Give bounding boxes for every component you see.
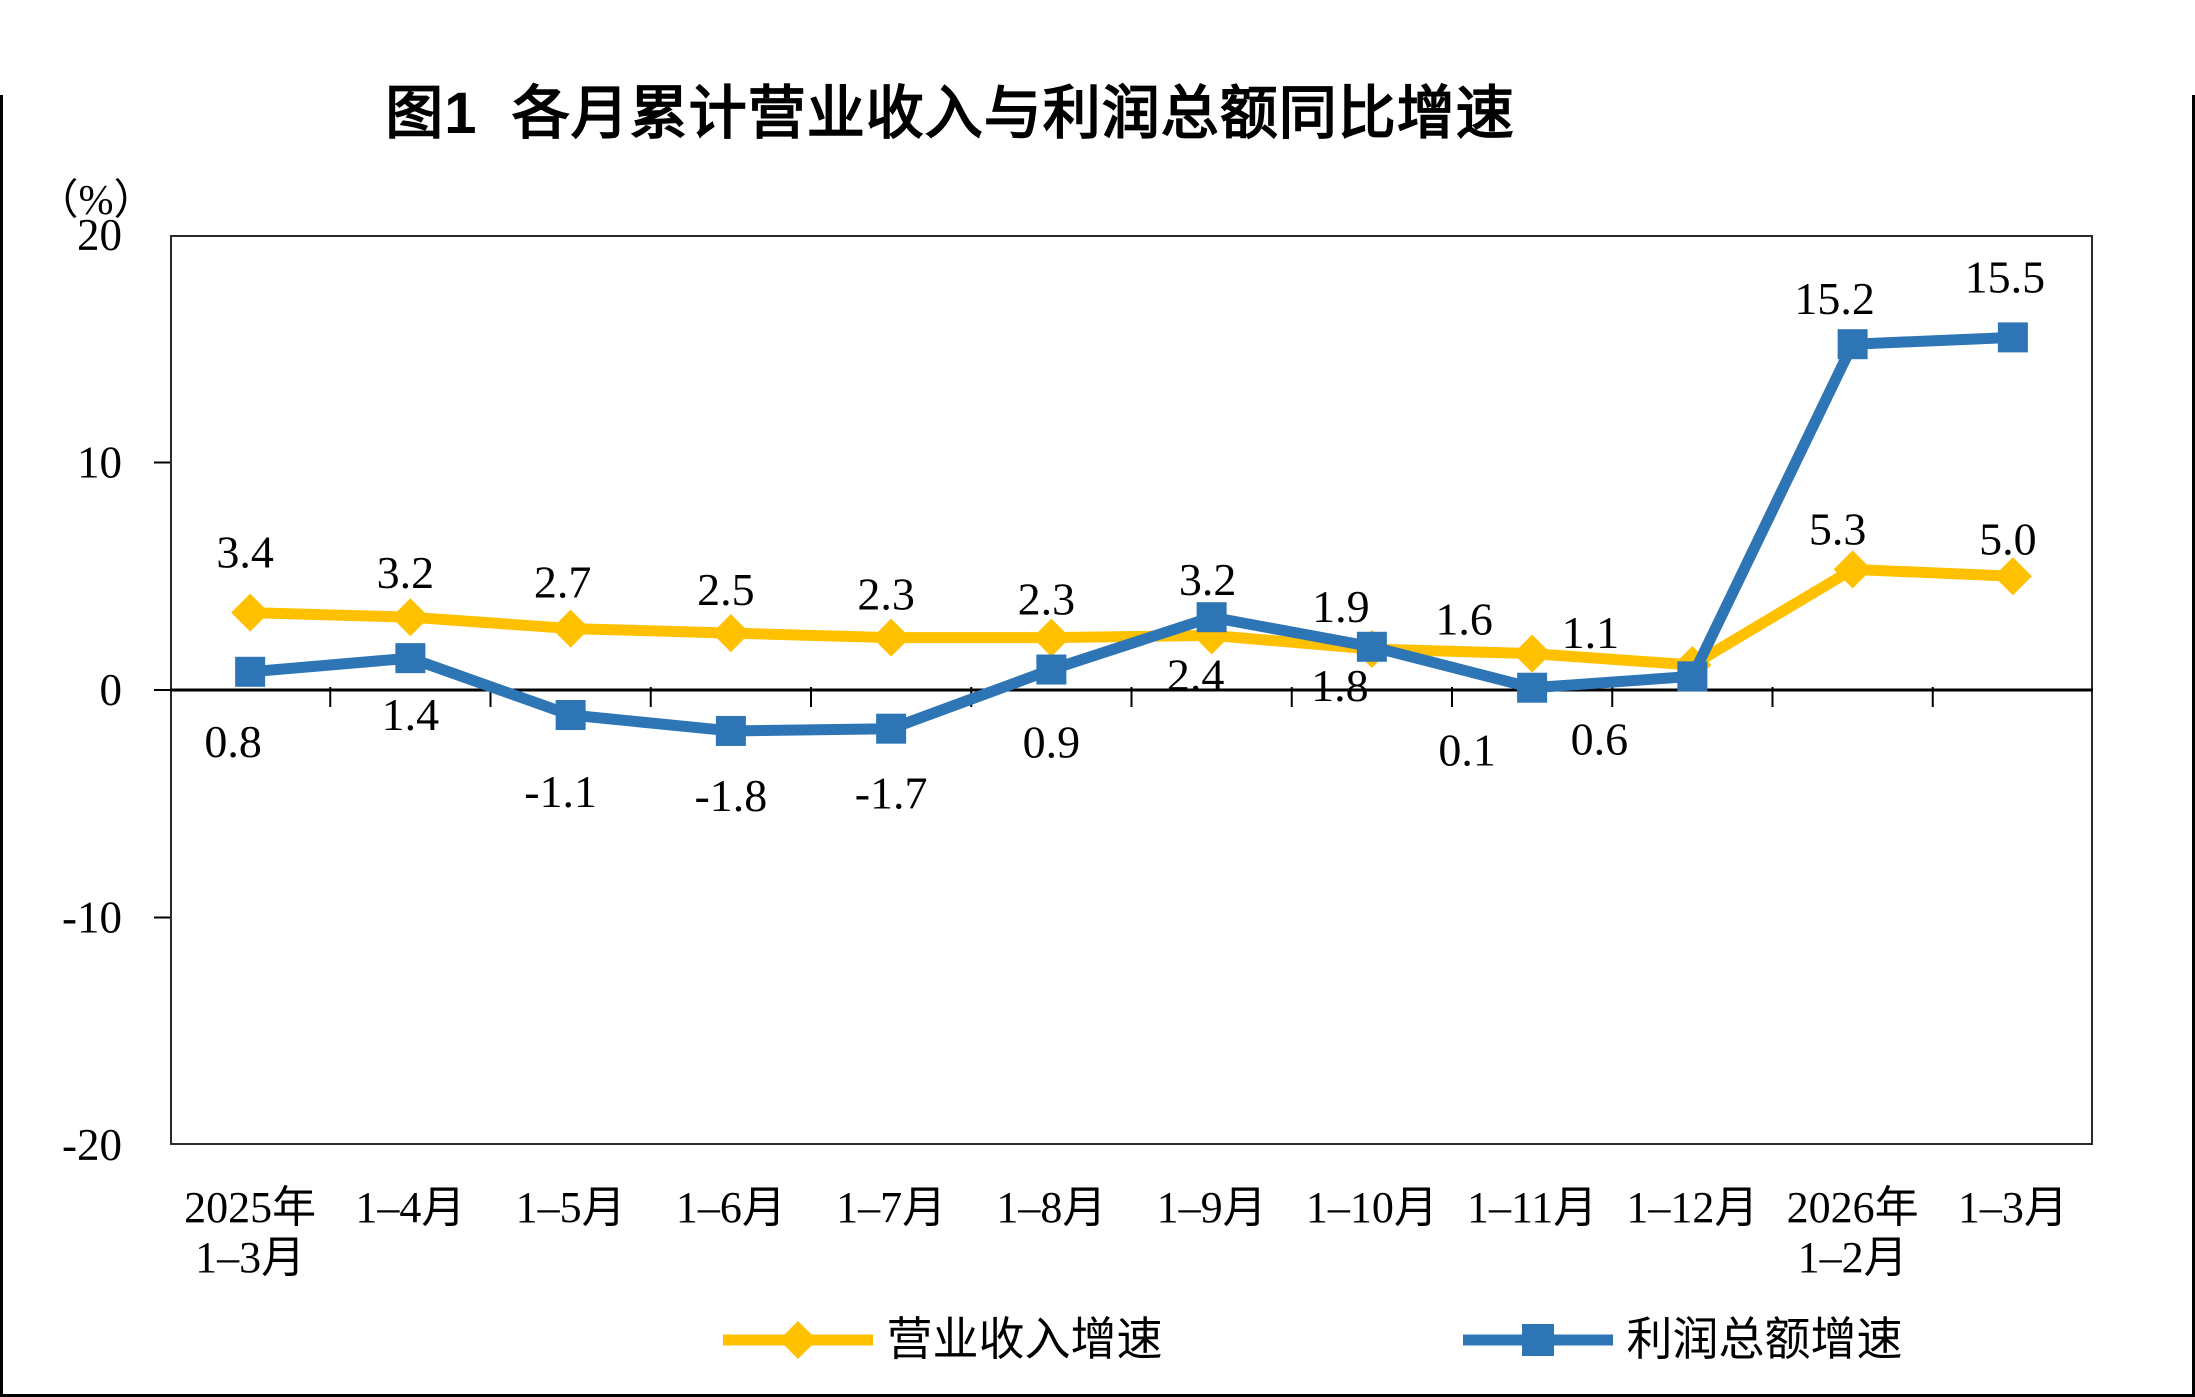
revenue-data-label: 5.3 bbox=[1809, 503, 1867, 554]
y-axis-tick-label: 10 bbox=[77, 438, 122, 488]
y-axis-tick-label: 0 bbox=[100, 665, 123, 715]
profit-data-label: 0.6 bbox=[1571, 713, 1629, 764]
profit-marker bbox=[235, 656, 266, 687]
revenue-marker bbox=[551, 609, 590, 648]
revenue-data-label: 3.4 bbox=[216, 527, 274, 578]
legend-label-revenue: 营业收入增速 bbox=[886, 1314, 1163, 1365]
revenue-data-label: 2.7 bbox=[534, 557, 592, 608]
x-axis-category-label: 1–11月 bbox=[1467, 1183, 1597, 1232]
revenue-marker bbox=[872, 618, 911, 657]
legend: 营业收入增速 利润总额增速 bbox=[215, 1300, 2195, 1380]
profit-data-label: 0.1 bbox=[1438, 725, 1496, 776]
revenue-data-label: 3.2 bbox=[377, 547, 435, 598]
x-axis-category-label: 1–7月 bbox=[836, 1183, 946, 1232]
revenue-marker bbox=[1833, 550, 1872, 589]
revenue-data-label: 2.3 bbox=[857, 569, 915, 620]
revenue-data-label: 2.4 bbox=[1167, 649, 1225, 700]
x-axis-category-label: 1–9月 bbox=[1157, 1183, 1267, 1232]
profit-marker bbox=[1517, 672, 1548, 703]
legend-profit-sample bbox=[1462, 1324, 1613, 1356]
legend-revenue-sample bbox=[722, 1321, 873, 1359]
profit-marker bbox=[1837, 329, 1868, 360]
x-axis-category-label: 1–5月 bbox=[516, 1183, 626, 1232]
profit-data-label: 1.4 bbox=[382, 689, 440, 740]
profit-marker bbox=[1677, 661, 1708, 692]
profit-marker bbox=[715, 715, 746, 746]
revenue-marker bbox=[391, 598, 430, 637]
x-axis-category-label: 1–3月 bbox=[1958, 1183, 2068, 1232]
profit-marker bbox=[1196, 602, 1227, 633]
chart-title: 图1 各月累计营业收入与利润总额同比增速 bbox=[385, 81, 1515, 146]
revenue-marker bbox=[231, 593, 270, 632]
revenue-data-label: 2.5 bbox=[697, 564, 755, 615]
profit-series-line bbox=[249, 331, 2014, 737]
revenue-data-label: 1.6 bbox=[1435, 594, 1493, 645]
profit-marker bbox=[395, 643, 426, 674]
profit-data-label: -1.8 bbox=[694, 770, 767, 821]
profit-data-label: 0.8 bbox=[204, 716, 262, 767]
profit-marker bbox=[1356, 631, 1387, 662]
revenue-marker bbox=[1032, 618, 1071, 657]
legend-item-profit: 利润总额增速 bbox=[1462, 1312, 1903, 1368]
revenue-data-label: 2.3 bbox=[1018, 574, 1076, 625]
x-axis-category-label: 1–12月 bbox=[1626, 1183, 1758, 1232]
profit-data-label: 0.9 bbox=[1023, 717, 1081, 768]
revenue-marker bbox=[1513, 634, 1552, 673]
revenue-marker bbox=[1993, 557, 2032, 596]
x-axis-category-label: 1–10月 bbox=[1306, 1183, 1438, 1232]
profit-data-label: -1.1 bbox=[524, 766, 597, 817]
revenue-legend-marker bbox=[778, 1321, 817, 1359]
profit-data-label: 15.5 bbox=[1965, 251, 2046, 302]
x-axis-category-label: 1–4月 bbox=[355, 1183, 465, 1232]
y-axis-tick-label: -20 bbox=[62, 1120, 122, 1170]
revenue-series-line bbox=[249, 563, 2014, 671]
x-axis-category-label: 1–8月 bbox=[996, 1183, 1106, 1232]
x-axis-category-label: 1–6月 bbox=[676, 1183, 786, 1232]
y-axis-unit-label: （%） bbox=[36, 178, 156, 224]
revenue-marker bbox=[711, 614, 750, 653]
x-axis-category-label: 2026年 1–2月 bbox=[1787, 1183, 1919, 1282]
profit-data-label: 3.2 bbox=[1179, 554, 1237, 605]
profit-data-label: -1.7 bbox=[855, 768, 928, 819]
profit-legend-marker bbox=[1521, 1324, 1554, 1356]
profit-marker bbox=[1036, 654, 1067, 685]
revenue-data-label: 1.1 bbox=[1562, 607, 1620, 658]
legend-item-revenue: 营业收入增速 bbox=[722, 1312, 1163, 1368]
revenue-data-label: 5.0 bbox=[1979, 513, 2037, 564]
legend-label-profit: 利润总额增速 bbox=[1626, 1314, 1903, 1365]
profit-marker bbox=[876, 713, 907, 744]
profit-marker bbox=[555, 700, 586, 731]
y-axis-tick-label: 20 bbox=[77, 210, 122, 260]
profit-data-label: 1.9 bbox=[1312, 581, 1370, 632]
profit-data-label: 15.2 bbox=[1794, 273, 1875, 324]
profit-marker bbox=[1997, 322, 2028, 353]
revenue-data-label: 1.8 bbox=[1311, 660, 1369, 711]
y-axis-tick-label: -10 bbox=[62, 893, 122, 943]
x-axis-category-label: 2025年 1–3月 bbox=[184, 1183, 316, 1282]
